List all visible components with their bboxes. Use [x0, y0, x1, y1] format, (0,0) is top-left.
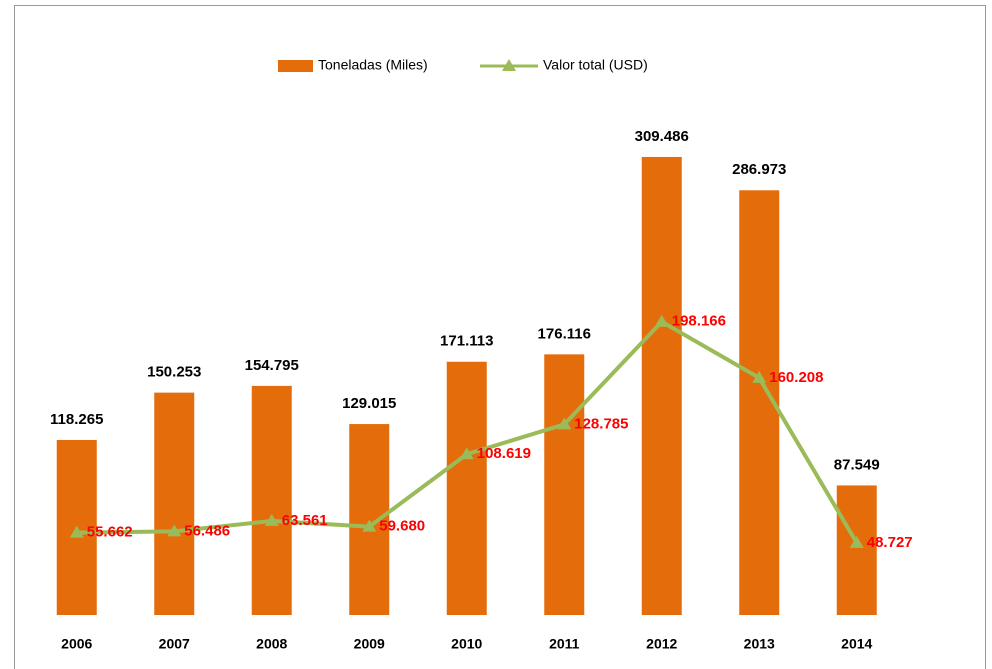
line-marker	[459, 447, 474, 460]
data-label: 309.486	[635, 128, 689, 145]
line-marker	[69, 525, 84, 538]
data-label: 56.486	[184, 522, 230, 539]
data-label: 128.785	[574, 415, 628, 432]
data-label: 198.166	[672, 313, 726, 330]
line-marker	[654, 314, 669, 327]
bar	[836, 485, 877, 615]
bar	[154, 392, 195, 615]
x-tick-label: 2009	[354, 636, 385, 652]
x-tick-label: 2013	[744, 636, 775, 652]
data-label: 59.680	[379, 518, 425, 535]
x-tick-label: 2008	[256, 636, 287, 652]
bar	[544, 354, 585, 615]
bar	[446, 361, 487, 615]
x-tick-label: 2007	[159, 636, 190, 652]
data-label: 48.727	[867, 534, 913, 551]
data-label: 118.265	[50, 411, 103, 428]
data-label: 150.253	[147, 364, 201, 381]
data-label: 171.113	[440, 333, 493, 350]
line-marker	[752, 370, 767, 383]
line-marker	[849, 535, 864, 548]
x-tick-label: 2011	[549, 636, 580, 652]
legend-swatch	[278, 60, 313, 72]
legend-label: Valor total (USD)	[543, 57, 648, 73]
x-tick-label: 2006	[61, 636, 92, 652]
x-tick-label: 2010	[451, 636, 482, 652]
data-label: 108.619	[477, 445, 531, 462]
data-label: 176.116	[538, 325, 591, 342]
legend-marker	[502, 59, 516, 71]
data-label: 129.015	[342, 395, 396, 412]
x-tick-label: 2014	[841, 636, 872, 652]
data-label: 154.795	[245, 357, 299, 374]
bar	[641, 156, 682, 615]
data-label: 87.549	[834, 456, 880, 473]
legend-label: Toneladas (Miles)	[318, 57, 428, 73]
data-label: 286.973	[732, 161, 786, 178]
data-label: 160.208	[769, 369, 823, 386]
data-label: 63.561	[282, 512, 328, 529]
bar	[251, 385, 292, 615]
line-marker	[557, 417, 572, 430]
line-marker	[264, 513, 279, 526]
x-tick-label: 2012	[646, 636, 677, 652]
bar	[349, 424, 390, 615]
line-marker	[362, 519, 377, 532]
data-label: 55.662	[87, 524, 133, 541]
line-marker	[167, 524, 182, 537]
